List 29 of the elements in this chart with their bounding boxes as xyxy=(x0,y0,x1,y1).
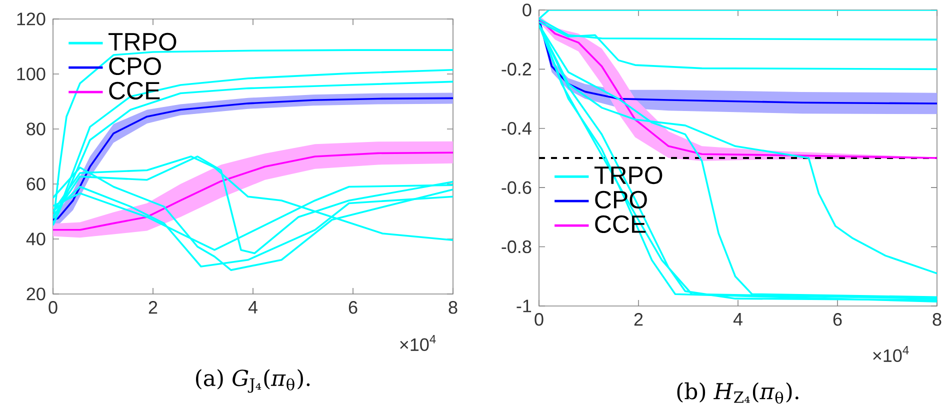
x-tick-label: 6 xyxy=(833,313,842,326)
y-tick-label: -1 xyxy=(516,300,532,312)
y-tick-label: -0.4 xyxy=(502,122,532,135)
text: (b) H$_{Z₄}$(π$_{θ}$). xyxy=(677,382,798,404)
x-tick-label: 8 xyxy=(932,313,942,326)
text: ×10$^{4}$ xyxy=(873,346,909,362)
legend-label: CCE xyxy=(109,82,160,100)
x-tick-label: 4 xyxy=(733,313,742,326)
legend-label: CPO xyxy=(109,57,161,76)
x-tick-label: 2 xyxy=(634,313,643,326)
y-tick-label: 80 xyxy=(26,122,46,136)
y-tick-label: 60 xyxy=(26,178,46,190)
x-tick-label: 6 xyxy=(348,301,358,314)
text: ×10$^{4}$ xyxy=(400,334,436,352)
x-tick-label: 2 xyxy=(148,301,158,314)
text: (a) G$_{J₄}$(π$_{θ}$). xyxy=(196,369,310,393)
x-tick-label: 0 xyxy=(48,301,58,314)
y-tick-label: -0.2 xyxy=(502,62,532,76)
x-tick-label: 4 xyxy=(248,301,258,314)
y-tick-label: 120 xyxy=(17,12,46,26)
y-tick-label: 40 xyxy=(26,232,46,246)
legend-label: TRPO xyxy=(108,32,176,51)
y-tick-label: 100 xyxy=(17,68,46,80)
x-tick-label: 8 xyxy=(448,301,458,314)
y-tick-label: -0.6 xyxy=(502,181,532,194)
y-tick-label: 0 xyxy=(522,4,532,16)
y-tick-label: 20 xyxy=(26,288,46,300)
y-tick-label: -0.8 xyxy=(502,240,532,254)
x-tick-label: 0 xyxy=(534,313,544,326)
